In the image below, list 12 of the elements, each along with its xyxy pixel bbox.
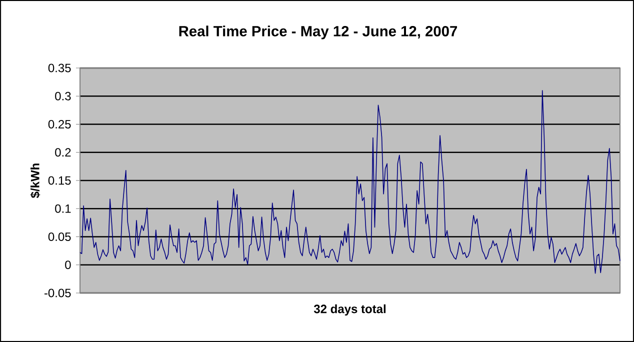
- y-tick-label: -0.05: [44, 288, 71, 298]
- x-axis-title: 32 days total: [314, 304, 386, 316]
- y-axis-title: $/kWh: [30, 164, 40, 198]
- chart-title: Real Time Price - May 12 - June 12, 2007: [179, 26, 458, 40]
- y-tick-label: 0.05: [48, 232, 71, 242]
- y-tick-label: 0.2: [55, 148, 71, 157]
- y-tick-label: 0.3: [55, 92, 71, 100]
- y-tick-label: 0: [65, 260, 71, 270]
- y-tick-label: 0.35: [48, 64, 71, 72]
- y-tick-label: 0.1: [55, 204, 71, 213]
- y-tick-label: 0.25: [48, 120, 71, 128]
- y-tick-label: 0.15: [48, 176, 71, 185]
